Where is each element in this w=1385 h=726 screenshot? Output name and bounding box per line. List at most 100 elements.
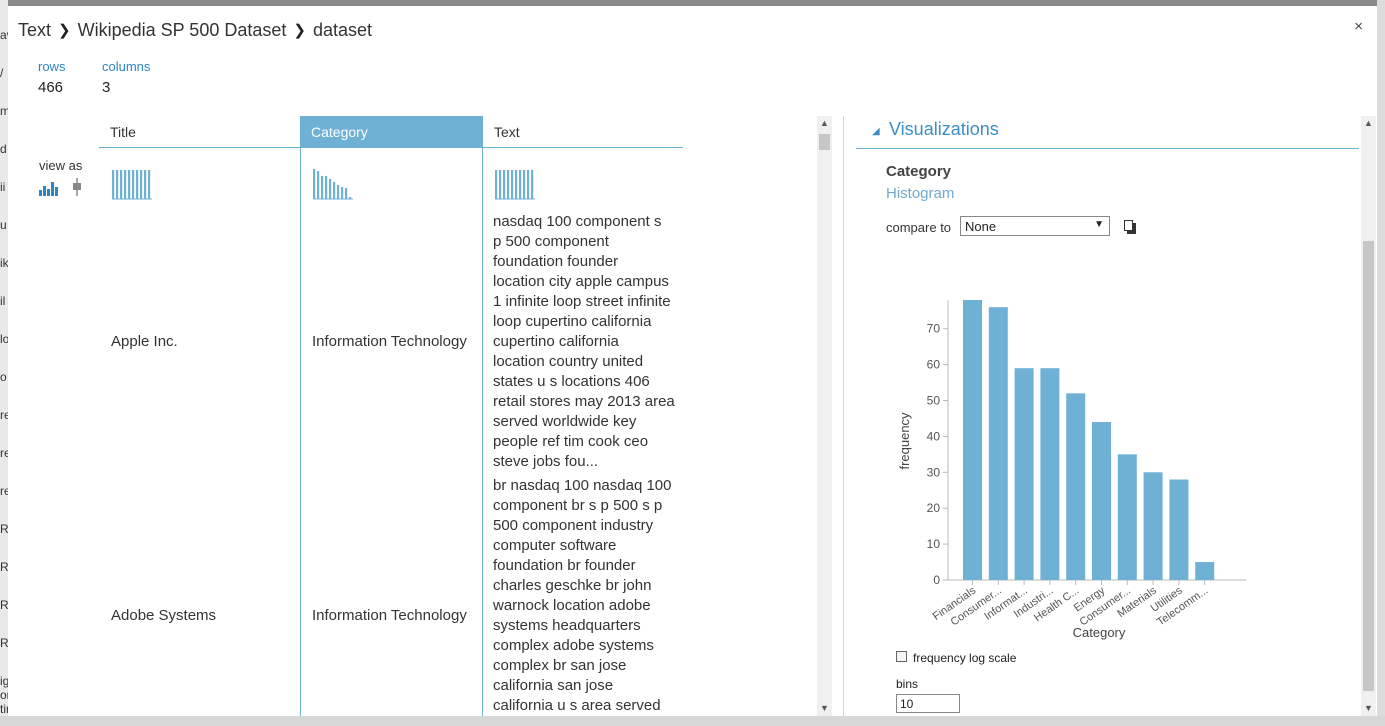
- cell-text-line: complex br san jose: [493, 657, 627, 674]
- panel-scrollbar[interactable]: ▲ ▼: [1361, 116, 1376, 716]
- chart-kind-label: Histogram: [886, 185, 955, 202]
- cell-text-line: steve jobs fou...: [493, 453, 599, 470]
- cell-text-line: location city apple campus: [493, 273, 669, 290]
- y-tick-label: 20: [927, 501, 941, 515]
- column-divider: [482, 148, 483, 716]
- cell-text-line: served worldwide key: [493, 413, 637, 430]
- compare-to-label: compare to: [886, 220, 952, 235]
- log-scale-checkbox[interactable]: [896, 651, 907, 662]
- background-text: /: [0, 66, 4, 80]
- title-mini-histogram[interactable]: [112, 168, 154, 200]
- histogram-bar: [1040, 368, 1060, 580]
- cell-text-line: states u s locations 406: [493, 373, 650, 390]
- dropdown-caret-icon: ▼: [1094, 219, 1104, 230]
- background-text: il: [0, 294, 6, 308]
- histogram-bar: [1092, 422, 1111, 580]
- scroll-up-arrow-icon[interactable]: ▲: [1364, 118, 1373, 128]
- background-text: R: [0, 598, 8, 612]
- y-tick-label: 30: [927, 465, 941, 479]
- background-text: av: [0, 28, 8, 42]
- background-text: ii: [0, 180, 6, 194]
- background-text: R: [0, 636, 8, 650]
- columns-value: 3: [102, 79, 111, 96]
- column-header-title[interactable]: Title: [99, 116, 300, 148]
- cell-text-line: 1 infinite loop street infinite: [493, 293, 671, 310]
- selected-column-name: Category: [886, 163, 952, 180]
- scroll-down-arrow-icon[interactable]: ▼: [1364, 703, 1373, 713]
- collapse-triangle-icon[interactable]: ◢: [872, 126, 880, 137]
- histogram-bar: [1014, 368, 1034, 580]
- bins-label: bins: [896, 677, 919, 691]
- scroll-down-arrow-icon[interactable]: ▼: [820, 703, 829, 713]
- bins-input[interactable]: 10: [896, 694, 960, 713]
- cell-text-line: complex adobe systems: [493, 637, 654, 654]
- y-tick-label: 60: [927, 358, 941, 372]
- cell-category: Information Technology: [312, 333, 467, 350]
- background-text: lo: [0, 332, 8, 346]
- cell-text: nasdaq 100 component s p 500 component fou…: [493, 212, 675, 472]
- y-tick-label: 70: [927, 322, 941, 336]
- cell-text-line: 500 component industry: [493, 517, 654, 534]
- visualizations-divider: [856, 148, 1359, 149]
- cell-text: br nasdaq 100 nasdaq 100 component br s p…: [493, 476, 675, 716]
- background-text: R: [0, 522, 8, 536]
- cell-text-line: cupertino california: [493, 333, 619, 350]
- cell-title: Apple Inc.: [111, 333, 178, 350]
- histogram-view-icon[interactable]: [39, 178, 61, 196]
- cell-text-line: component br s p 500 s p: [493, 497, 663, 514]
- background-app-strip: av/mdiiuikilloorerereRRRRight on-time pe…: [0, 0, 8, 726]
- rows-value: 466: [38, 79, 64, 96]
- scroll-up-arrow-icon[interactable]: ▲: [820, 118, 829, 128]
- copy-icon[interactable]: [1124, 220, 1136, 234]
- scrollbar-thumb[interactable]: [1363, 241, 1374, 691]
- column-header-text[interactable]: Text: [483, 116, 683, 148]
- background-text: ik: [0, 256, 8, 270]
- log-scale-label: frequency log scale: [913, 651, 1017, 665]
- rows-label: rows: [38, 59, 66, 74]
- columns-label: columns: [102, 59, 151, 74]
- y-tick-label: 50: [927, 394, 941, 408]
- cell-text-line: systems headquarters: [493, 617, 641, 634]
- breadcrumb-item-dataset-name[interactable]: Wikipedia SP 500 Dataset: [77, 19, 287, 40]
- cell-text-line: retail stores may 2013 area: [493, 393, 675, 410]
- breadcrumb-item-dataset: dataset: [312, 19, 373, 40]
- visualizations-header[interactable]: Visualizations: [889, 119, 999, 139]
- boxplot-view-icon[interactable]: [71, 178, 83, 196]
- cell-text-line: computer software: [493, 537, 617, 554]
- cell-text-line: br nasdaq 100 nasdaq 100: [493, 477, 672, 494]
- background-text: R: [0, 560, 8, 574]
- background-text: re: [0, 446, 8, 460]
- chevron-right-icon: ❯: [293, 22, 306, 40]
- histogram-bar: [963, 300, 982, 580]
- text-mini-histogram[interactable]: [495, 168, 537, 200]
- cell-text-line: warnock location adobe: [493, 597, 651, 614]
- cell-text-line: nasdaq 100 component s: [493, 213, 662, 230]
- histogram-bar: [1143, 472, 1163, 580]
- background-text: re: [0, 408, 8, 422]
- background-text: u: [0, 218, 7, 232]
- compare-to-select[interactable]: None ▼: [960, 216, 1110, 236]
- breadcrumb-item-text[interactable]: Text: [18, 19, 52, 40]
- cell-text-line: charles geschke br john: [493, 577, 652, 594]
- cell-text-line: loop cupertino california: [493, 313, 652, 330]
- y-tick-label: 40: [927, 429, 941, 443]
- y-axis-label: frequency: [897, 412, 912, 470]
- column-header-category[interactable]: Category: [300, 116, 483, 148]
- cell-text-line: location country united: [493, 353, 644, 370]
- category-mini-histogram[interactable]: [313, 168, 355, 200]
- x-axis-label: Category: [1073, 625, 1126, 640]
- dataset-visualize-dialog: Text ❯ Wikipedia SP 500 Dataset ❯ dataset × …: [8, 6, 1377, 716]
- y-tick-label: 10: [927, 537, 941, 551]
- column-divider: [300, 148, 301, 716]
- background-app-right: [1377, 0, 1385, 726]
- scrollbar-thumb[interactable]: [819, 134, 830, 150]
- table-scrollbar[interactable]: ▲ ▼: [817, 116, 832, 716]
- compare-to-value: None: [965, 219, 997, 234]
- background-text: re: [0, 484, 8, 498]
- histogram-bar: [1066, 393, 1086, 580]
- chevron-right-icon: ❯: [58, 22, 71, 40]
- close-button[interactable]: ×: [1354, 18, 1363, 35]
- panel-divider: [843, 116, 844, 716]
- histogram-bar: [1169, 479, 1189, 580]
- background-text: d: [0, 142, 7, 156]
